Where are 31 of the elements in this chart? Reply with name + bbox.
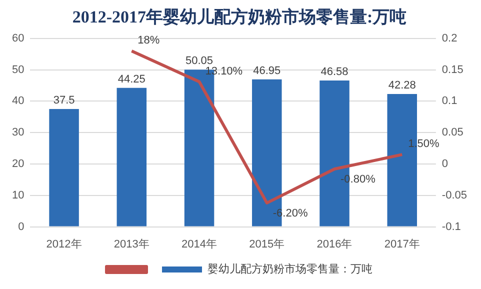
x-tick-label: 2016年 xyxy=(316,238,352,250)
y-tick-label: 60 xyxy=(12,32,24,44)
y-tick-label: 50 xyxy=(12,64,24,76)
data-label: 50.05 xyxy=(186,55,214,68)
y2-tick-label: 0.1 xyxy=(442,95,458,108)
y-tick-label: 30 xyxy=(12,126,24,139)
y2-tick-label: 0.2 xyxy=(442,32,458,44)
bar xyxy=(116,88,147,226)
x-tick-label: 2013年 xyxy=(114,238,150,250)
y-tick-label: 40 xyxy=(12,95,24,108)
data-label: 46.95 xyxy=(253,64,281,77)
chart-title: 2012-2017年婴幼儿配方奶粉市场零售量:万吨 xyxy=(72,8,407,27)
x-tick-label: 2015年 xyxy=(249,238,285,250)
data-label: 42.28 xyxy=(388,80,416,92)
y-tick-label: 10 xyxy=(12,189,24,202)
legend-label: 婴幼儿配方奶粉市场零售量：万吨 xyxy=(208,262,372,276)
data-label: 46.58 xyxy=(320,66,348,78)
y2-tick-label: 0.05 xyxy=(442,126,464,139)
data-label: 44.25 xyxy=(118,73,146,86)
x-tick-label: 2014年 xyxy=(182,238,218,250)
y-tick-label: 0 xyxy=(18,220,24,233)
x-tick-label: 2017年 xyxy=(384,238,420,250)
y2-tick-label: 0 xyxy=(442,158,448,170)
y2-tick-label: 0.15 xyxy=(442,64,464,76)
y2-tick-label: -0.1 xyxy=(442,220,461,233)
data-label: 18% xyxy=(138,34,160,46)
x-tick-label: 2012年 xyxy=(46,238,82,250)
bar xyxy=(49,109,79,226)
data-label: 37.5 xyxy=(53,94,75,107)
y-tick-label: 20 xyxy=(12,158,24,170)
y2-tick-label: -0.05 xyxy=(442,189,468,202)
